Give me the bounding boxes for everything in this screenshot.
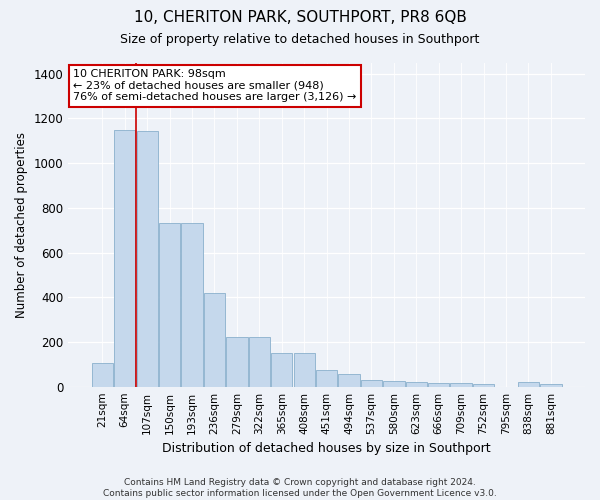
Bar [428,383,449,386]
Text: 10 CHERITON PARK: 98sqm
← 23% of detached houses are smaller (948)
76% of semi-d: 10 CHERITON PARK: 98sqm ← 23% of detache… [73,69,357,102]
Bar [226,338,248,386]
Bar [451,383,472,386]
Bar [540,384,562,386]
Bar [92,363,113,386]
Bar [159,224,180,386]
Text: Contains HM Land Registry data © Crown copyright and database right 2024.
Contai: Contains HM Land Registry data © Crown c… [103,478,497,498]
Bar [181,224,203,386]
X-axis label: Distribution of detached houses by size in Southport: Distribution of detached houses by size … [162,442,491,455]
Bar [518,382,539,386]
Bar [271,353,292,386]
Bar [383,381,404,386]
Bar [137,130,158,386]
Bar [406,382,427,386]
Bar [473,384,494,386]
Bar [361,380,382,386]
Bar [293,353,315,386]
Bar [114,130,136,386]
Text: Size of property relative to detached houses in Southport: Size of property relative to detached ho… [121,32,479,46]
Bar [204,293,225,386]
Y-axis label: Number of detached properties: Number of detached properties [15,132,28,318]
Text: 10, CHERITON PARK, SOUTHPORT, PR8 6QB: 10, CHERITON PARK, SOUTHPORT, PR8 6QB [134,10,466,25]
Bar [248,338,270,386]
Bar [316,370,337,386]
Bar [338,374,359,386]
